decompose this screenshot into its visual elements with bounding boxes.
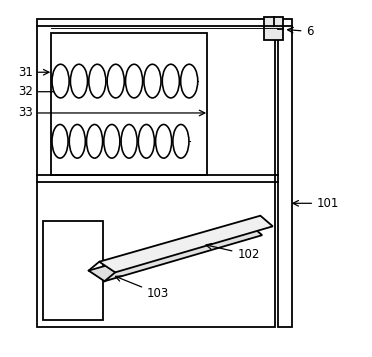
Bar — [42, 221, 103, 320]
Ellipse shape — [144, 64, 161, 98]
Text: 32: 32 — [18, 85, 67, 98]
Ellipse shape — [87, 125, 103, 158]
Ellipse shape — [107, 64, 124, 98]
Ellipse shape — [52, 64, 69, 98]
Text: 102: 102 — [206, 243, 260, 261]
Ellipse shape — [162, 64, 179, 98]
Ellipse shape — [69, 125, 85, 158]
Bar — [278, 19, 292, 327]
Ellipse shape — [181, 64, 198, 98]
Ellipse shape — [121, 125, 137, 158]
Ellipse shape — [70, 64, 87, 98]
Text: 31: 31 — [18, 66, 49, 79]
Text: 33: 33 — [18, 106, 205, 120]
Bar — [264, 17, 283, 40]
Bar — [37, 19, 275, 327]
Ellipse shape — [125, 64, 142, 98]
Bar — [51, 33, 207, 175]
Ellipse shape — [173, 125, 189, 158]
Text: 6: 6 — [288, 25, 314, 38]
Ellipse shape — [52, 125, 68, 158]
Ellipse shape — [104, 125, 120, 158]
Ellipse shape — [155, 125, 171, 158]
Polygon shape — [89, 225, 262, 281]
Text: 101: 101 — [293, 197, 339, 210]
Text: 103: 103 — [115, 276, 169, 300]
Polygon shape — [99, 216, 273, 272]
Ellipse shape — [138, 125, 154, 158]
Ellipse shape — [89, 64, 106, 98]
